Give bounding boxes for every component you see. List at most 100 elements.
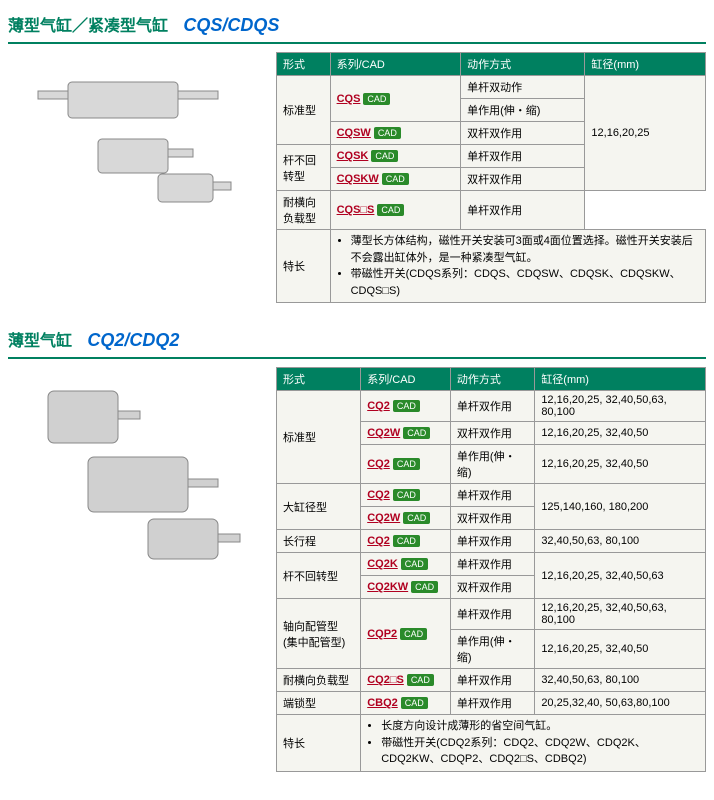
series-cell: CQS□SCAD bbox=[330, 191, 461, 230]
action-cell: 单杆双作用 bbox=[450, 553, 534, 576]
series-link[interactable]: CQ2K bbox=[367, 558, 398, 570]
features-row: 特长 薄型长方体结构，磁性开关安装可3面或4面位置选择。磁性开关安装后不会露出缸… bbox=[277, 230, 706, 303]
action-cell: 单杆双作用 bbox=[450, 669, 534, 692]
series-cell: CQSWCAD bbox=[330, 122, 461, 145]
table-row: 耐横向负载型 CQ2□SCAD 单杆双作用32,40,50,63, 80,100 bbox=[277, 669, 706, 692]
series-link[interactable]: CQ2KW bbox=[367, 581, 408, 593]
table-row: 杆不回转型 CQ2KCAD单杆双作用12,16,20,25, 32,40,50,… bbox=[277, 553, 706, 576]
cad-badge[interactable]: CAD bbox=[393, 400, 420, 412]
series-link[interactable]: CQSK bbox=[337, 150, 369, 162]
table-header: 形式 bbox=[277, 53, 331, 76]
action-cell: 单作用(伸・缩) bbox=[450, 630, 534, 669]
cad-badge[interactable]: CAD bbox=[371, 150, 398, 162]
series-link[interactable]: CQ2 bbox=[367, 400, 390, 412]
bore-cell: 125,140,160, 180,200 bbox=[535, 484, 706, 530]
series-link[interactable]: CQ2W bbox=[367, 512, 400, 524]
cad-badge[interactable]: CAD bbox=[411, 581, 438, 593]
series-cell: CQ2WCAD bbox=[361, 422, 451, 445]
series-link[interactable]: CQ2 bbox=[367, 489, 390, 501]
series-link[interactable]: CQ2 bbox=[367, 458, 390, 470]
series-cell: CQ2KWCAD bbox=[361, 576, 451, 599]
series-link[interactable]: CQSKW bbox=[337, 173, 379, 185]
product-section: 薄型气缸 CQ2/CDQ2 形式系列/CAD动作方式缸径(mm)标准型 CQ2C… bbox=[8, 323, 706, 772]
table-row: 轴向配管型 (集中配管型) CQP2CAD单杆双作用12,16,20,25, 3… bbox=[277, 599, 706, 630]
form-cell: 大缸径型 bbox=[277, 484, 361, 530]
action-cell: 双杆双作用 bbox=[450, 422, 534, 445]
series-link[interactable]: CQP2 bbox=[367, 628, 397, 640]
form-cell: 杆不回转型 bbox=[277, 553, 361, 599]
cad-badge[interactable]: CAD bbox=[401, 558, 428, 570]
table-header: 形式 bbox=[277, 368, 361, 391]
form-cell: 轴向配管型 (集中配管型) bbox=[277, 599, 361, 669]
series-cell: CQSKWCAD bbox=[330, 168, 461, 191]
series-cell: CQ2WCAD bbox=[361, 507, 451, 530]
product-image bbox=[28, 379, 248, 569]
table-header: 系列/CAD bbox=[361, 368, 451, 391]
table-row: 端锁型 CBQ2CAD单杆双作用20,25,32,40, 50,63,80,10… bbox=[277, 692, 706, 715]
action-cell: 单杆双作用 bbox=[450, 391, 534, 422]
cad-badge[interactable]: CAD bbox=[403, 512, 430, 524]
section-title-bar: 薄型气缸／紧凑型气缸 CQS/CDQS bbox=[8, 8, 706, 44]
spec-table: 形式系列/CAD动作方式缸径(mm)标准型 CQSCAD单杆双动作12,16,2… bbox=[276, 52, 706, 303]
action-cell: 双杆双作用 bbox=[450, 576, 534, 599]
series-cell: CQSKCAD bbox=[330, 145, 461, 168]
action-cell: 双杆双作用 bbox=[461, 122, 585, 145]
series-cell: CQ2KCAD bbox=[361, 553, 451, 576]
features-label: 特长 bbox=[277, 715, 361, 772]
features-cell: 长度方向设计成薄形的省空间气缸。带磁性开关(CDQ2系列：CDQ2、CDQ2W、… bbox=[361, 715, 706, 772]
cad-badge[interactable]: CAD bbox=[393, 535, 420, 547]
series-cell: CQ2CAD bbox=[361, 391, 451, 422]
cad-badge[interactable]: CAD bbox=[403, 427, 430, 439]
bore-cell: 32,40,50,63, 80,100 bbox=[535, 669, 706, 692]
series-link[interactable]: CQSW bbox=[337, 127, 371, 139]
series-link[interactable]: CBQ2 bbox=[367, 697, 398, 709]
series-link[interactable]: CQ2 bbox=[367, 535, 390, 547]
cad-badge[interactable]: CAD bbox=[393, 458, 420, 470]
form-cell: 端锁型 bbox=[277, 692, 361, 715]
cad-badge[interactable]: CAD bbox=[400, 628, 427, 640]
section-title-bar: 薄型气缸 CQ2/CDQ2 bbox=[8, 323, 706, 359]
action-cell: 单杆双作用 bbox=[450, 484, 534, 507]
action-cell: 单杆双动作 bbox=[461, 76, 585, 99]
cad-badge[interactable]: CAD bbox=[377, 204, 404, 216]
cad-badge[interactable]: CAD bbox=[363, 93, 390, 105]
table-row: 标准型 CQ2CAD单杆双作用12,16,20,25, 32,40,50,63,… bbox=[277, 391, 706, 422]
features-cell: 薄型长方体结构，磁性开关安装可3面或4面位置选择。磁性开关安装后不会露出缸体外，… bbox=[330, 230, 705, 303]
product-section: 薄型气缸／紧凑型气缸 CQS/CDQS 形式系列/CAD动作方式缸径(mm)标准… bbox=[8, 8, 706, 303]
series-link[interactable]: CQ2W bbox=[367, 427, 400, 439]
series-cell: CQ2CAD bbox=[361, 484, 451, 507]
form-cell: 杆不回转型 bbox=[277, 145, 331, 191]
table-header: 动作方式 bbox=[461, 53, 585, 76]
action-cell: 单杆双作用 bbox=[461, 191, 585, 230]
features-label: 特长 bbox=[277, 230, 331, 303]
action-cell: 单杆双作用 bbox=[450, 530, 534, 553]
section-title-en: CQS/CDQS bbox=[183, 15, 279, 35]
series-link[interactable]: CQS bbox=[337, 93, 361, 105]
cad-badge[interactable]: CAD bbox=[401, 697, 428, 709]
bore-cell: 12,16,20,25, 32,40,50,63 bbox=[535, 553, 706, 599]
form-cell: 标准型 bbox=[277, 76, 331, 145]
features-row: 特长 长度方向设计成薄形的省空间气缸。带磁性开关(CDQ2系列：CDQ2、CDQ… bbox=[277, 715, 706, 772]
cad-badge[interactable]: CAD bbox=[374, 127, 401, 139]
series-cell: CQ2CAD bbox=[361, 530, 451, 553]
series-link[interactable]: CQ2□S bbox=[367, 674, 404, 686]
series-cell: CQP2CAD bbox=[361, 599, 451, 669]
bore-cell: 20,25,32,40, 50,63,80,100 bbox=[535, 692, 706, 715]
section-title-cn: 薄型气缸 bbox=[8, 333, 72, 350]
form-cell: 耐横向负载型 bbox=[277, 669, 361, 692]
feature-item: 薄型长方体结构，磁性开关安装可3面或4面位置选择。磁性开关安装后不会露出缸体外，… bbox=[351, 233, 699, 266]
bore-cell: 12,16,20,25 bbox=[585, 76, 706, 191]
cad-badge[interactable]: CAD bbox=[382, 173, 409, 185]
series-link[interactable]: CQS□S bbox=[337, 204, 375, 216]
table-header: 动作方式 bbox=[450, 368, 534, 391]
product-image-area bbox=[8, 367, 268, 581]
spec-table: 形式系列/CAD动作方式缸径(mm)标准型 CQ2CAD单杆双作用12,16,2… bbox=[276, 367, 706, 772]
action-cell: 单作用(伸・缩) bbox=[450, 445, 534, 484]
product-image-area bbox=[8, 52, 268, 226]
cad-badge[interactable]: CAD bbox=[407, 674, 434, 686]
cad-badge[interactable]: CAD bbox=[393, 489, 420, 501]
action-cell: 双杆双作用 bbox=[461, 168, 585, 191]
table-header: 缸径(mm) bbox=[535, 368, 706, 391]
series-cell: CQ2CAD bbox=[361, 445, 451, 484]
section-title-cn: 薄型气缸／紧凑型气缸 bbox=[8, 18, 168, 35]
